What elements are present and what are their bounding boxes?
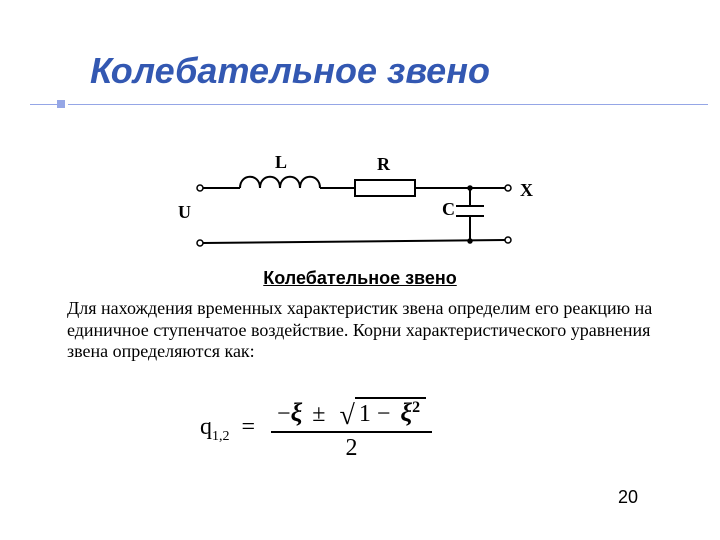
label-c: C (442, 199, 455, 219)
one-minus: 1 − (359, 401, 391, 427)
subscript-12: 1,2 (212, 429, 230, 444)
rule-right (68, 104, 708, 105)
label-u: U (178, 202, 191, 222)
exponent-2: 2 (412, 399, 420, 416)
square-root: √ 1 − ξ2 (339, 397, 426, 429)
neg-sign: − (277, 401, 291, 427)
label-r: R (377, 154, 391, 174)
equals: = (242, 414, 256, 440)
numerator: −ξ ± √ 1 − ξ2 (271, 395, 432, 431)
title-bullet (57, 100, 65, 108)
title-bar: Колебательное звено (0, 50, 720, 118)
figure-caption: Колебательное звено (0, 268, 720, 289)
circuit-diagram: U L R X C (170, 148, 540, 258)
xi-1: ξ (291, 398, 303, 427)
slide: Колебательное звено U L R X (0, 0, 720, 540)
plus-minus: ± (312, 401, 325, 427)
page-number: 20 (618, 487, 638, 508)
slide-title: Колебательное звено (90, 53, 490, 89)
label-x: X (520, 180, 533, 200)
body-text: Для нахождения временных характеристик з… (67, 298, 667, 363)
symbol-q: q (200, 414, 212, 440)
xi-2: ξ (400, 398, 412, 427)
formula: q1,2 = −ξ ± √ 1 − ξ2 2 (200, 395, 432, 464)
formula-lhs: q1,2 = (200, 414, 261, 445)
denominator: 2 (340, 433, 364, 464)
fraction: −ξ ± √ 1 − ξ2 2 (271, 395, 432, 464)
label-l: L (275, 152, 287, 172)
